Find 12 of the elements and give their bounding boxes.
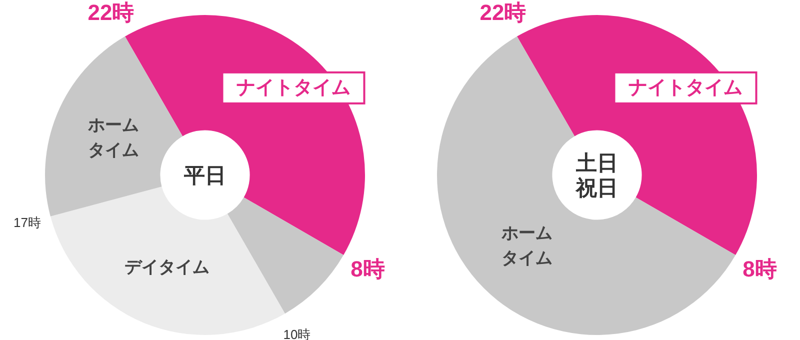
slice-label: デイタイム (124, 258, 210, 277)
text: 8時 (350, 256, 385, 282)
text: 22時 (480, 0, 526, 25)
slice-label: ナイトタイム (236, 77, 350, 98)
slice-label: ホームタイム (500, 224, 552, 268)
text: 土日祝日 (575, 152, 618, 200)
text: 平日 (183, 164, 226, 188)
text: 8時 (742, 256, 777, 282)
slice-label: ナイトタイム (628, 77, 742, 98)
text: 22時 (88, 0, 134, 25)
slice-label: ホームタイム (86, 115, 139, 160)
text: 17時 (14, 215, 41, 230)
